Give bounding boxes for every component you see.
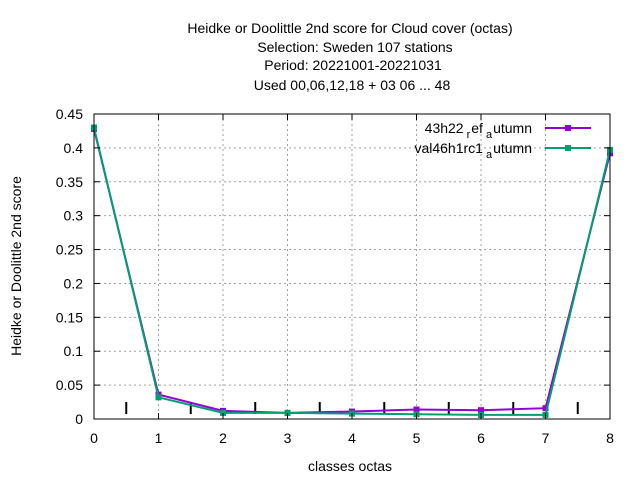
x-tick-label: 2: [219, 430, 227, 446]
legend-2-main: val46h1rc1: [414, 140, 483, 156]
x-axis: 0 1 2 3 4 5 6 7 8: [90, 114, 614, 446]
x-tick-label: 8: [606, 430, 614, 446]
x-tick-label: 7: [542, 430, 550, 446]
x-tick-label: 0: [90, 430, 98, 446]
legend-label-2: val46h1rc1 autumn: [414, 140, 532, 161]
legend-marker-1: [565, 125, 571, 131]
y-tick-label: 0.15: [56, 309, 83, 325]
series-point-1: [542, 405, 549, 412]
y-tick-label: 0.1: [64, 343, 84, 359]
legend-entry-2: val46h1rc1 autumn: [414, 140, 591, 161]
series-point-1: [478, 407, 484, 414]
series-point-2: [155, 394, 162, 401]
y-tick-label: 0.45: [56, 106, 83, 122]
series-layer: [91, 124, 613, 418]
chart-title: Heidke or Doolittle 2nd score for Cloud …: [187, 20, 512, 93]
x-axis-label: classes octas: [308, 458, 392, 474]
legend-1-sub1: r: [467, 129, 471, 141]
y-tick-label: 0.4: [64, 140, 84, 156]
legend-marker-2: [565, 145, 571, 151]
y-tick-label: 0.25: [56, 242, 83, 258]
legend-1-sub2: a: [486, 129, 493, 141]
y-tick-label: 0.2: [64, 275, 84, 291]
series-point-2: [220, 409, 226, 416]
y-tick-label: 0.3: [64, 208, 84, 224]
x-tick-label: 1: [155, 430, 163, 446]
x-tick-label: 4: [348, 430, 356, 446]
title-line-1: Heidke or Doolittle 2nd score for Cloud …: [187, 20, 512, 36]
title-line-3: Period: 20221001-20221031: [264, 57, 442, 73]
x-tick-label: 6: [477, 430, 485, 446]
legend-1-main: 43h22: [425, 120, 464, 136]
y-tick-label: 0: [75, 411, 83, 427]
y-axis: 0 0.05 0.1 0.15 0.2 0.25 0.3 0.35 0.4 0.45: [56, 106, 610, 427]
grid: [94, 114, 610, 419]
y-tick-label: 0.35: [56, 174, 83, 190]
legend-1-end: utumn: [493, 120, 532, 136]
series-point-2: [284, 409, 291, 416]
title-line-2: Selection: Sweden 107 stations: [257, 39, 452, 55]
legend: 43h22 ref autumn val46h1rc1 autumn: [414, 120, 591, 161]
legend-2-end: utumn: [493, 140, 532, 156]
legend-2-sub2: a: [486, 149, 493, 161]
series-point-1: [413, 406, 420, 413]
x-tick-label: 5: [413, 430, 421, 446]
minor-marks: [125, 402, 579, 415]
y-tick-label: 0.05: [56, 377, 83, 393]
x-tick-label: 3: [284, 430, 292, 446]
legend-entry-1: 43h22 ref autumn: [425, 120, 591, 141]
title-line-4: Used 00,06,12,18 + 03 06 ... 48: [254, 77, 451, 93]
legend-1-mid: ef: [471, 120, 483, 136]
y-axis-label: Heidke or Doolittle 2nd score: [8, 176, 24, 356]
legend-label-1: 43h22 ref autumn: [425, 120, 532, 141]
